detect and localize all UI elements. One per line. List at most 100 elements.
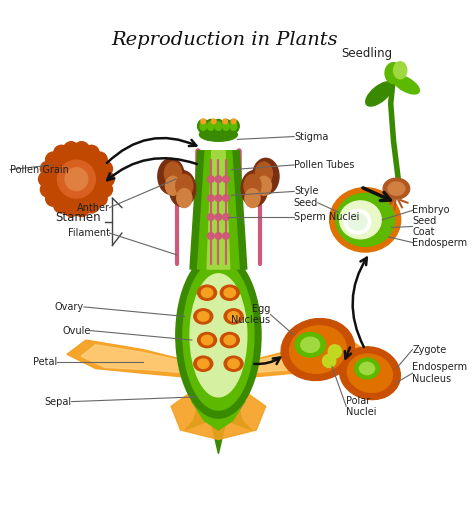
Ellipse shape (223, 119, 228, 124)
Text: Anther: Anther (77, 203, 109, 213)
Ellipse shape (198, 359, 209, 369)
Ellipse shape (176, 252, 261, 418)
Ellipse shape (388, 182, 405, 195)
Ellipse shape (224, 309, 243, 324)
Text: Seed: Seed (293, 198, 318, 208)
Ellipse shape (198, 312, 209, 321)
Ellipse shape (57, 160, 95, 198)
Ellipse shape (322, 355, 336, 368)
Ellipse shape (224, 356, 243, 371)
Ellipse shape (201, 288, 213, 297)
Polygon shape (201, 392, 252, 430)
Text: Sperm Nuclei: Sperm Nuclei (294, 212, 359, 222)
Ellipse shape (281, 319, 355, 380)
Ellipse shape (74, 201, 89, 217)
Ellipse shape (244, 174, 261, 197)
Ellipse shape (208, 233, 214, 239)
Text: Pollen Tubes: Pollen Tubes (294, 160, 355, 170)
Ellipse shape (355, 358, 379, 379)
Ellipse shape (220, 285, 239, 300)
Ellipse shape (328, 345, 341, 358)
Ellipse shape (64, 142, 79, 157)
Ellipse shape (215, 122, 222, 130)
Ellipse shape (223, 176, 229, 182)
Text: Embryo: Embryo (412, 206, 450, 215)
Text: Polar
Nuclei: Polar Nuclei (346, 395, 377, 417)
Ellipse shape (97, 161, 112, 176)
Text: Pollen Grain: Pollen Grain (10, 165, 69, 175)
Ellipse shape (40, 182, 55, 197)
Text: Stigma: Stigma (294, 131, 328, 141)
Polygon shape (185, 392, 236, 430)
Ellipse shape (190, 274, 247, 397)
Text: Stamen: Stamen (55, 211, 101, 224)
Ellipse shape (99, 172, 114, 187)
Ellipse shape (230, 122, 237, 130)
Ellipse shape (344, 210, 371, 234)
Ellipse shape (198, 332, 217, 347)
Ellipse shape (54, 198, 69, 213)
Ellipse shape (359, 362, 374, 375)
Text: Seedling: Seedling (341, 47, 392, 60)
Ellipse shape (198, 120, 209, 133)
Ellipse shape (339, 201, 381, 239)
Ellipse shape (97, 182, 112, 197)
Ellipse shape (215, 233, 222, 239)
Ellipse shape (295, 332, 325, 357)
Ellipse shape (46, 152, 61, 167)
Polygon shape (198, 150, 239, 269)
Ellipse shape (231, 119, 236, 124)
Ellipse shape (223, 122, 229, 130)
Ellipse shape (198, 285, 217, 300)
Ellipse shape (241, 171, 268, 207)
Text: Ovary: Ovary (55, 302, 84, 312)
Ellipse shape (215, 214, 222, 220)
Ellipse shape (228, 312, 239, 321)
Ellipse shape (84, 145, 99, 161)
Ellipse shape (158, 158, 184, 194)
Ellipse shape (228, 120, 239, 133)
Ellipse shape (215, 176, 222, 182)
Text: Endosperm
Nucleus: Endosperm Nucleus (412, 363, 468, 384)
Text: Egg
Nucleus: Egg Nucleus (231, 304, 271, 325)
Ellipse shape (383, 178, 410, 199)
Polygon shape (237, 340, 370, 378)
Ellipse shape (393, 62, 407, 79)
Ellipse shape (215, 195, 222, 201)
Ellipse shape (194, 356, 213, 371)
Ellipse shape (392, 75, 419, 94)
Ellipse shape (40, 161, 55, 176)
Ellipse shape (38, 172, 54, 187)
Ellipse shape (223, 195, 229, 201)
Ellipse shape (52, 155, 101, 204)
Polygon shape (171, 383, 266, 439)
Text: Style: Style (294, 186, 319, 196)
Polygon shape (190, 150, 247, 269)
Text: Petal: Petal (33, 357, 57, 367)
Ellipse shape (183, 261, 254, 410)
Ellipse shape (176, 174, 193, 197)
Ellipse shape (211, 119, 216, 124)
Ellipse shape (208, 195, 214, 201)
Ellipse shape (253, 158, 279, 194)
Text: Sepal: Sepal (45, 396, 72, 407)
Ellipse shape (164, 162, 182, 185)
Ellipse shape (290, 326, 346, 373)
Ellipse shape (224, 335, 236, 345)
Text: Seed
Coat: Seed Coat (412, 216, 437, 237)
Ellipse shape (213, 120, 224, 133)
Ellipse shape (92, 152, 107, 167)
Ellipse shape (54, 145, 69, 161)
Polygon shape (207, 150, 230, 269)
Polygon shape (81, 345, 195, 373)
Ellipse shape (339, 347, 401, 399)
Ellipse shape (255, 162, 273, 185)
Ellipse shape (223, 233, 229, 239)
Ellipse shape (200, 122, 207, 130)
Ellipse shape (165, 176, 181, 195)
Ellipse shape (74, 142, 89, 157)
Ellipse shape (84, 198, 99, 213)
Ellipse shape (64, 201, 79, 217)
Ellipse shape (201, 119, 206, 124)
Ellipse shape (336, 193, 394, 246)
